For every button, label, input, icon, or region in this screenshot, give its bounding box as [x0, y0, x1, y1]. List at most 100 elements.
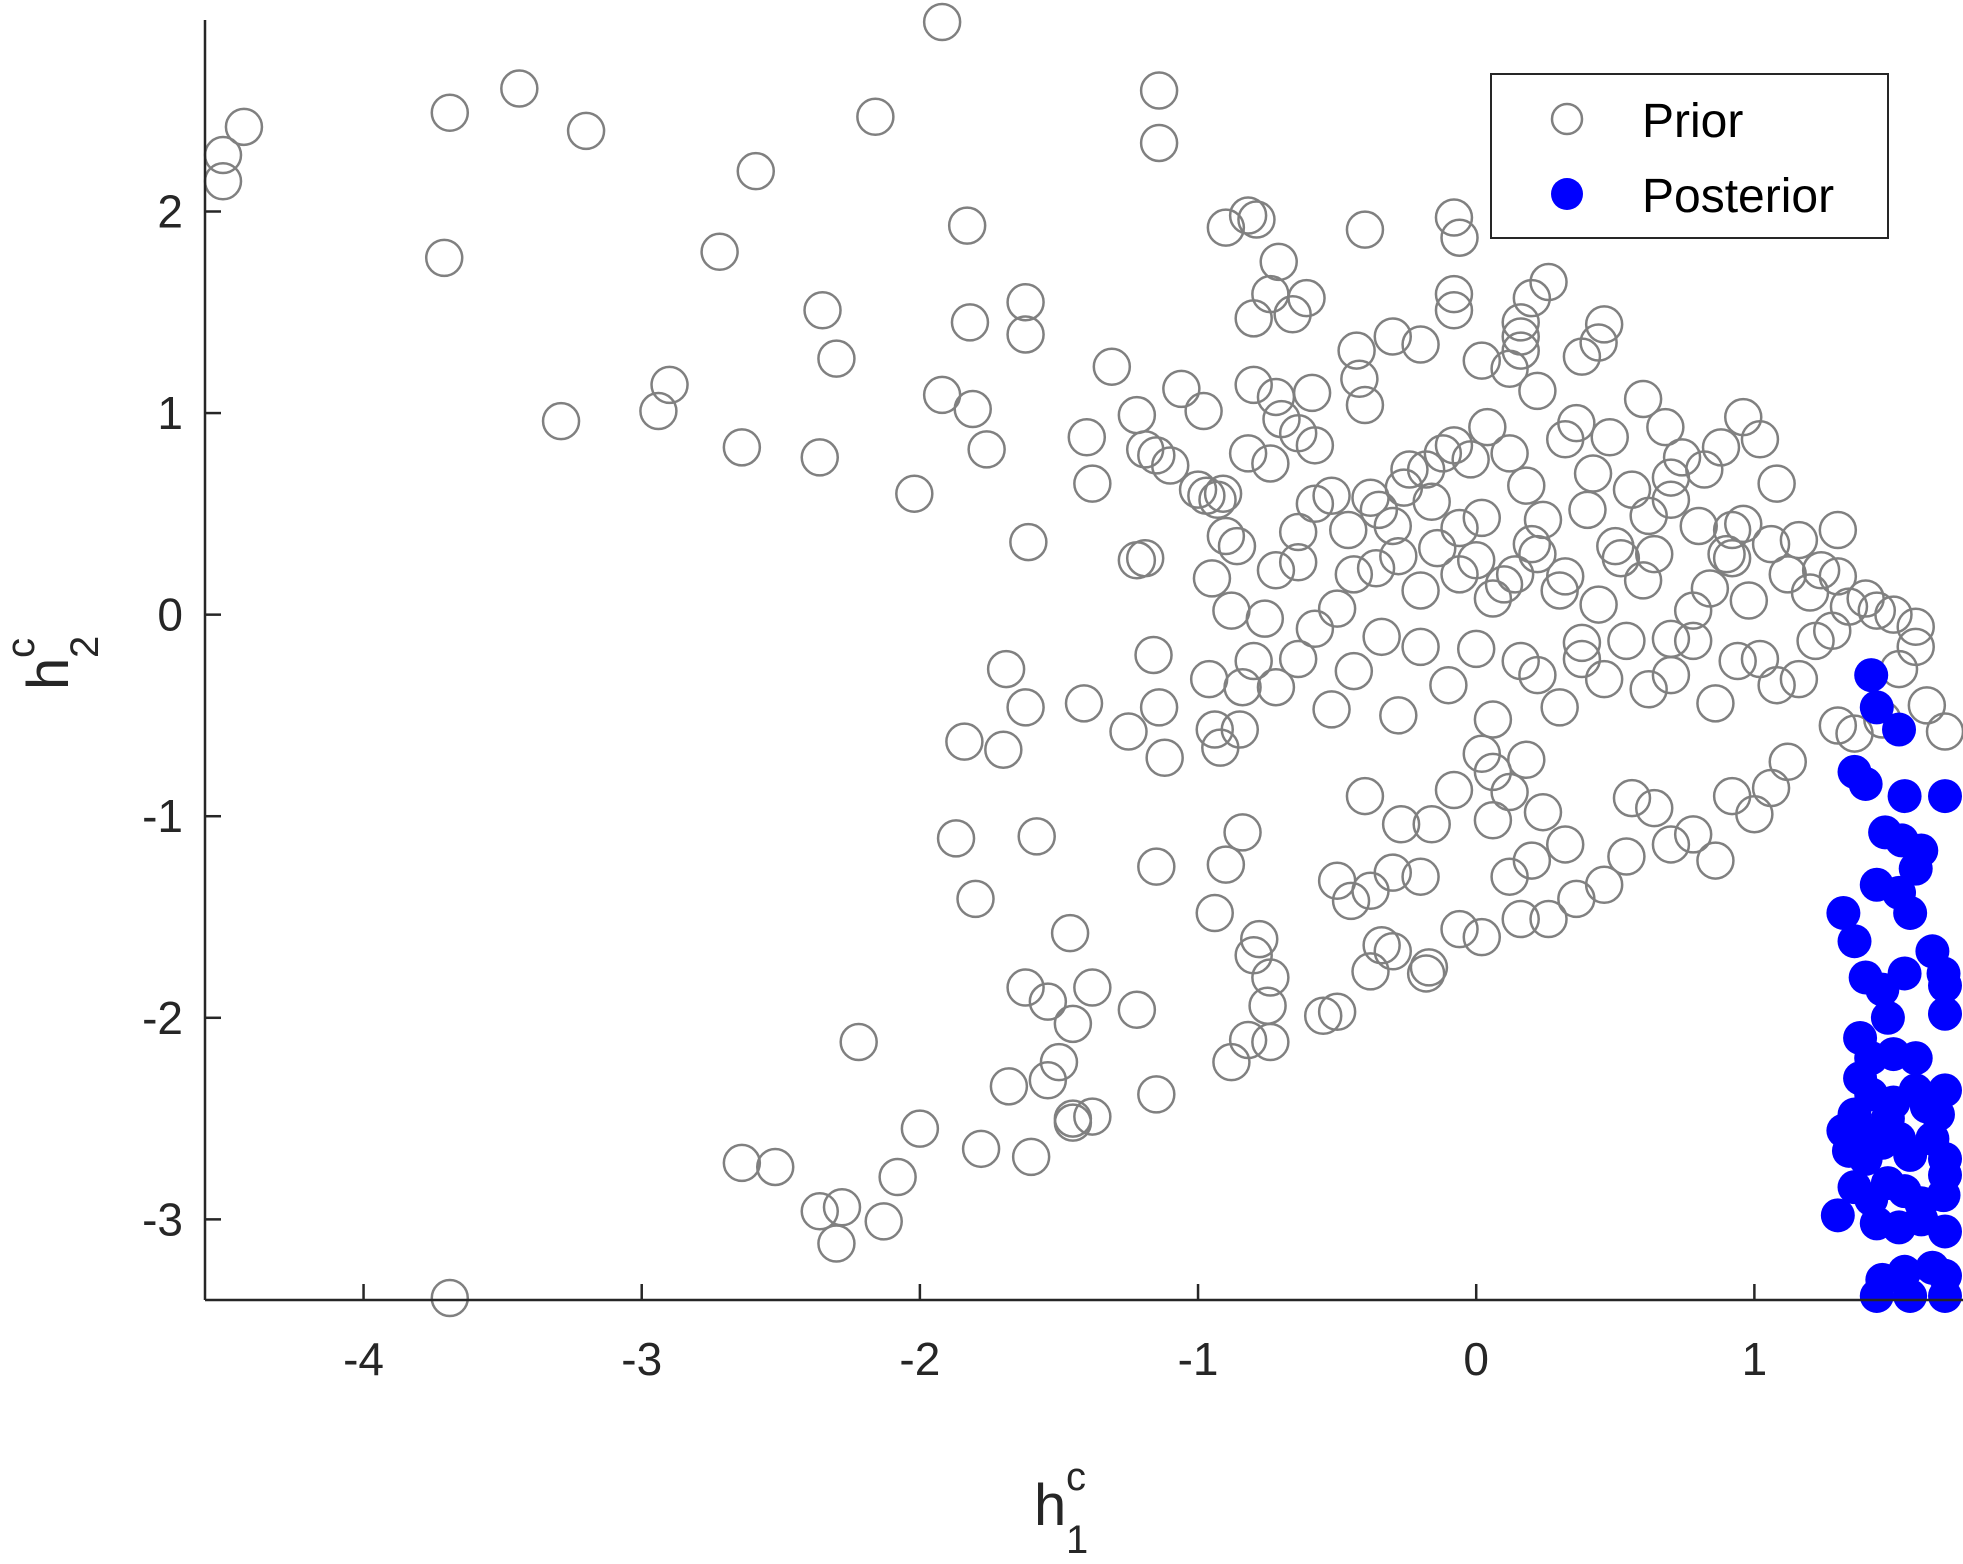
- legend-posterior-marker: [1551, 178, 1583, 210]
- prior-point: [430, 1278, 470, 1318]
- x-axis-label: h c 1: [1034, 1455, 1088, 1562]
- prior-point: [1490, 857, 1529, 896]
- prior-point: [1206, 208, 1246, 247]
- prior-point: [1379, 696, 1418, 735]
- prior-point: [1334, 555, 1374, 594]
- posterior-point: [1893, 1278, 1928, 1313]
- x-axis-label-sup: c: [1066, 1455, 1086, 1499]
- prior-point: [1009, 522, 1048, 562]
- prior-point: [1490, 434, 1529, 473]
- posterior-point: [1826, 895, 1861, 930]
- prior-point: [1896, 607, 1935, 646]
- prior-point: [1651, 480, 1691, 519]
- x-ticks: -4 -3 -2 -1 0 1: [343, 1284, 1767, 1385]
- prior-point: [1337, 331, 1376, 370]
- prior-point: [1440, 909, 1479, 949]
- prior-point: [1351, 478, 1390, 517]
- prior-point: [839, 1022, 878, 1062]
- prior-point: [1011, 1137, 1051, 1177]
- prior-point: [1495, 555, 1535, 594]
- prior-point: [1292, 373, 1332, 413]
- posterior-point: [1928, 779, 1962, 814]
- y-axis-label: h c 2: [0, 636, 107, 690]
- x-tick-label: -1: [1178, 1333, 1219, 1385]
- posterior-point: [1837, 1170, 1872, 1205]
- prior-point: [1562, 337, 1602, 376]
- prior-point: [1518, 655, 1557, 695]
- prior-point: [1629, 496, 1668, 536]
- prior-point: [1818, 557, 1858, 596]
- prior-point: [1507, 740, 1546, 780]
- prior-point: [1053, 1004, 1093, 1044]
- prior-point: [989, 1067, 1029, 1106]
- prior-point: [1228, 434, 1268, 473]
- prior-point: [922, 2, 962, 42]
- x-tick-label: -2: [899, 1333, 940, 1385]
- prior-point: [1006, 968, 1045, 1007]
- y-tick-label: 2: [157, 185, 183, 237]
- prior-point: [1139, 688, 1179, 727]
- x-tick-label: 0: [1463, 1333, 1489, 1385]
- prior-point: [1562, 623, 1602, 663]
- prior-point: [1712, 776, 1752, 816]
- prior-point: [936, 819, 976, 858]
- prior-point: [1696, 841, 1735, 880]
- prior-point: [1223, 667, 1262, 707]
- prior-point: [1195, 710, 1234, 749]
- prior-point: [1067, 418, 1107, 457]
- prior-point: [1317, 992, 1357, 1031]
- prior-point: [1278, 512, 1318, 552]
- prior-point: [1373, 317, 1413, 356]
- posterior-point: [1859, 1278, 1894, 1313]
- posterior-point: [1882, 712, 1917, 747]
- prior-point: [1237, 200, 1276, 239]
- prior-point: [1134, 635, 1173, 675]
- prior-point: [1735, 794, 1774, 834]
- prior-point: [1345, 210, 1385, 249]
- y-tick-label: -3: [142, 1193, 183, 1245]
- prior-point: [1607, 837, 1646, 876]
- svg-text:2: 2: [63, 636, 107, 658]
- prior-point: [1351, 952, 1390, 991]
- prior-point: [224, 107, 264, 147]
- prior-point: [1724, 504, 1763, 544]
- prior-point: [1434, 274, 1474, 314]
- prior-point: [1212, 591, 1251, 630]
- prior-point: [1590, 418, 1629, 457]
- prior-point: [1651, 458, 1691, 497]
- y-tick-label: -1: [142, 790, 183, 842]
- prior-point: [1259, 242, 1298, 282]
- prior-point: [895, 474, 934, 513]
- prior-point: [1248, 986, 1287, 1025]
- prior-point: [1718, 641, 1757, 681]
- prior-point: [1006, 688, 1045, 727]
- prior-point: [1607, 621, 1646, 661]
- prior-point: [1768, 742, 1808, 782]
- posterior-point: [1928, 968, 1962, 1003]
- posterior-point: [1887, 779, 1922, 814]
- prior-point: [1673, 591, 1713, 630]
- prior-point: [1779, 520, 1819, 560]
- prior-point: [1295, 484, 1335, 524]
- prior-point: [1451, 440, 1490, 479]
- prior-point: [1228, 196, 1268, 235]
- prior-point: [1462, 341, 1502, 380]
- prior-point: [1401, 325, 1440, 364]
- prior-point: [1234, 365, 1273, 405]
- prior-point: [1006, 282, 1045, 322]
- prior-point: [856, 97, 895, 137]
- x-axis-label-sub: 1: [1066, 1518, 1088, 1562]
- prior-point: [1390, 450, 1429, 489]
- prior-point: [1251, 444, 1290, 483]
- prior-point: [1612, 470, 1652, 509]
- prior-point: [1373, 506, 1413, 546]
- posterior-point: [1870, 1101, 1905, 1136]
- prior-point: [1490, 772, 1529, 812]
- prior-point: [1629, 669, 1668, 709]
- prior-point: [1073, 464, 1112, 503]
- prior-point: [1401, 627, 1440, 667]
- prior-point: [1334, 651, 1374, 691]
- prior-point: [1228, 1020, 1268, 1060]
- prior-point: [986, 649, 1026, 689]
- prior-point: [1028, 982, 1068, 1021]
